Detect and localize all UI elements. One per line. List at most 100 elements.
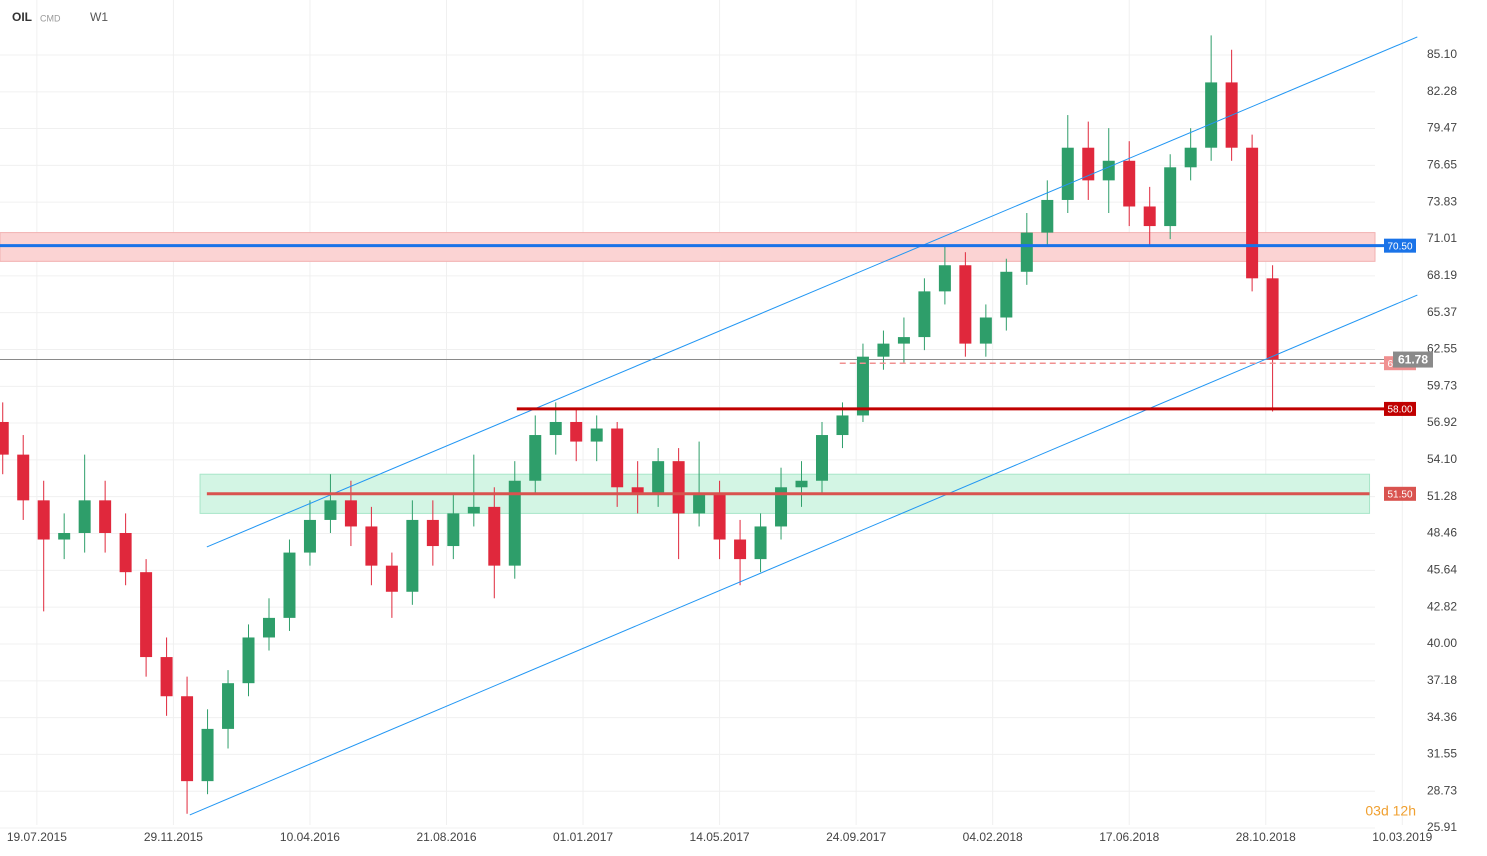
y-tick-label: 68.19: [1427, 268, 1457, 282]
y-tick-label: 62.55: [1427, 342, 1457, 356]
candle-body: [17, 454, 30, 501]
candle-body: [283, 552, 296, 618]
y-tick-label: 28.73: [1427, 783, 1457, 797]
candle-body: [836, 415, 849, 436]
candle-body: [856, 356, 869, 416]
candle-body: [406, 519, 419, 592]
market[interactable]: CMD: [40, 13, 61, 23]
candle-body: [713, 493, 726, 540]
candle-body: [242, 637, 255, 684]
y-tick-label: 31.55: [1427, 747, 1457, 761]
y-tick-label: 54.10: [1427, 452, 1457, 466]
candle-body: [78, 500, 91, 533]
y-tick-label: 71.01: [1427, 231, 1457, 245]
candle-body: [58, 532, 71, 540]
x-tick-label: 10.03.2019: [1372, 830, 1432, 844]
candle-body: [37, 500, 50, 540]
candle-body: [979, 317, 992, 344]
candle-body: [611, 428, 624, 488]
y-tick-label: 42.82: [1427, 599, 1457, 613]
x-tick-label: 29.11.2015: [144, 830, 203, 844]
channel-line: [206, 36, 1418, 548]
candle-body: [590, 428, 603, 442]
x-tick-label: 21.08.2016: [416, 830, 476, 844]
candle-body: [815, 435, 828, 481]
candle-body: [1102, 160, 1115, 181]
candle-body: [631, 487, 644, 494]
y-tick-label: 45.64: [1427, 563, 1457, 577]
candle-body: [1041, 199, 1054, 233]
candle-body: [1020, 232, 1033, 272]
candle-body: [734, 539, 747, 560]
candle-body: [447, 513, 460, 547]
y-tick-label: 65.37: [1427, 305, 1457, 319]
candle-body: [897, 337, 910, 344]
y-tick-label: 76.65: [1427, 158, 1457, 172]
level-tag: [1384, 486, 1416, 501]
candle-body: [754, 526, 767, 560]
candle-body: [1143, 206, 1156, 227]
y-tick-label: 82.28: [1427, 84, 1457, 98]
candle-body: [652, 461, 665, 494]
candle-body: [426, 519, 439, 547]
level-tag: [1384, 401, 1416, 416]
candle-body: [549, 421, 562, 436]
candle-body: [324, 500, 337, 520]
level-tag-label: 58.00: [1387, 405, 1412, 416]
level-tag-label: 70.50: [1387, 241, 1412, 252]
level-tag: [1384, 238, 1416, 253]
candle-body: [488, 506, 501, 566]
y-tick-label: 48.46: [1427, 526, 1457, 540]
candle-body: [303, 519, 316, 553]
x-tick-label: 17.06.2018: [1099, 830, 1159, 844]
candle-body: [508, 480, 521, 566]
y-tick-label: 56.92: [1427, 415, 1457, 429]
candle-body: [119, 532, 132, 573]
candle-body: [201, 728, 214, 782]
y-tick-label: 51.28: [1427, 489, 1457, 503]
candle-body: [385, 565, 398, 592]
y-tick-label: 34.36: [1427, 710, 1457, 724]
candle-body: [1205, 82, 1218, 148]
candle-body: [529, 435, 542, 481]
candle-body: [1184, 147, 1197, 168]
x-tick-label: 01.01.2017: [553, 830, 613, 844]
y-tick-label: 85.10: [1427, 47, 1457, 61]
y-tick-label: 37.18: [1427, 673, 1457, 687]
candle-body: [160, 657, 173, 697]
x-tick-label: 14.05.2017: [690, 830, 750, 844]
x-tick-label: 24.09.2017: [826, 830, 886, 844]
candle-body: [222, 683, 235, 729]
candle-body: [140, 572, 153, 658]
candle-body: [1061, 147, 1074, 200]
candle-body: [181, 696, 194, 782]
candle-body: [467, 506, 480, 514]
x-tick-label: 28.10.2018: [1236, 830, 1296, 844]
candle-body: [693, 493, 706, 514]
countdown: 03d 12h: [1365, 803, 1416, 819]
candle-body: [1000, 271, 1013, 318]
candle-body: [1082, 147, 1095, 181]
candle-body: [959, 265, 972, 344]
candle-body: [1266, 278, 1279, 360]
x-tick-label: 10.04.2016: [280, 830, 340, 844]
level-tag-label: 51.50: [1387, 489, 1412, 500]
current-price-tag: [1393, 351, 1433, 368]
y-tick-label: 25.91: [1427, 820, 1457, 834]
channel-line: [189, 294, 1418, 816]
candle-body: [672, 461, 685, 514]
candle-body: [938, 265, 951, 292]
y-tick-label: 40.00: [1427, 636, 1457, 650]
x-tick-label: 19.07.2015: [7, 830, 67, 844]
candle-body: [795, 480, 808, 488]
interval[interactable]: W1: [90, 10, 108, 24]
current-price-label: 61.78: [1398, 353, 1428, 367]
symbol[interactable]: OIL: [12, 10, 32, 24]
candle-body: [570, 421, 583, 442]
candle-body: [99, 500, 112, 533]
candle-body: [344, 500, 357, 527]
y-tick-label: 73.83: [1427, 194, 1457, 208]
candle-body: [262, 617, 275, 638]
candle-body: [0, 421, 9, 455]
y-tick-label: 59.73: [1427, 378, 1457, 392]
